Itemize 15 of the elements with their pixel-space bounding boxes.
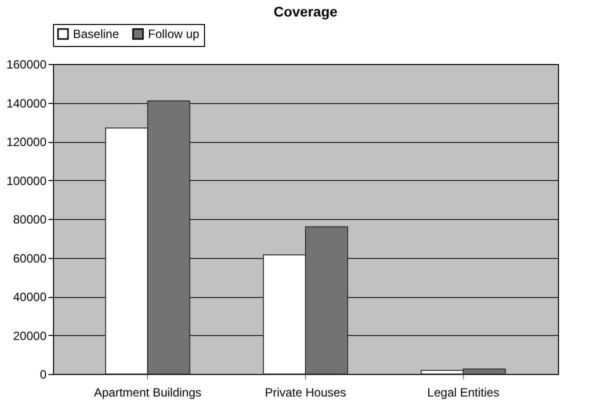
legend-label: Follow up (148, 27, 200, 41)
y-tick-label: 20000 (13, 328, 47, 343)
y-tick-label: 40000 (13, 290, 47, 304)
y-tick-label: 140000 (6, 96, 47, 110)
y-tick-label: 80000 (13, 212, 47, 226)
y-tick-label: 0 (40, 368, 47, 382)
x-tick-label: Private Houses (264, 386, 346, 400)
y-tick-label: 120000 (6, 135, 47, 149)
chart-title: Coverage (274, 4, 338, 20)
y-tick-label: 100000 (6, 174, 47, 188)
x-tick-label: Apartment Buildings (94, 386, 202, 400)
x-tick-label: Legal Entities (427, 386, 500, 400)
legend-label: Baseline (73, 27, 120, 41)
y-tick-label: 160000 (6, 58, 47, 72)
y-tick-label: 60000 (13, 251, 47, 266)
